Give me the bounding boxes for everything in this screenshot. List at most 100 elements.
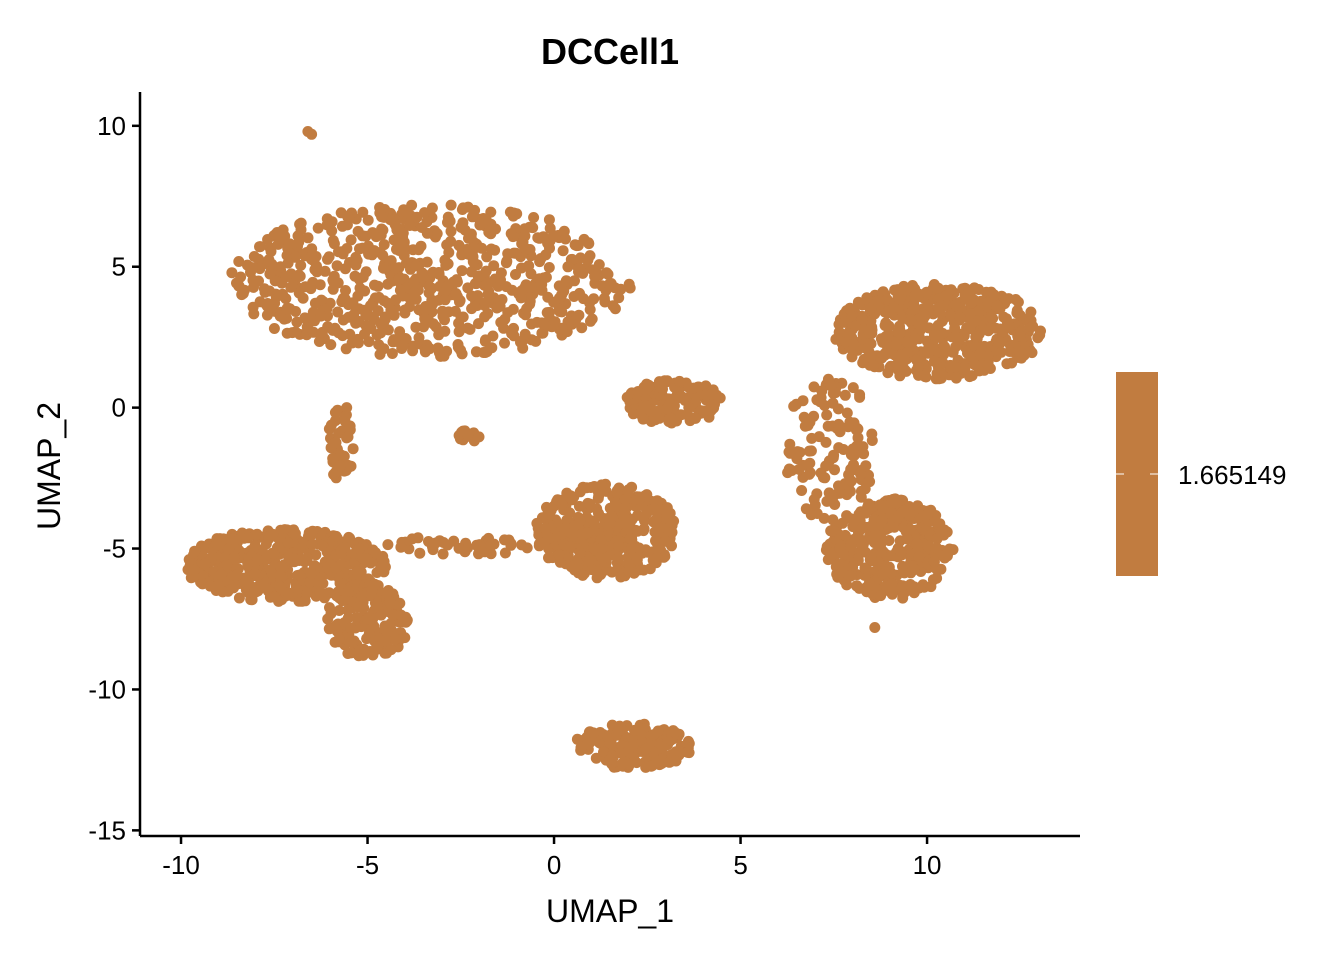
scatter-point: [852, 296, 864, 308]
scatter-point: [819, 472, 831, 484]
scatter-point: [430, 537, 442, 549]
scatter-point: [442, 280, 454, 292]
scatter-point: [586, 564, 598, 576]
scatter-point: [964, 371, 976, 383]
scatter-point: [382, 278, 394, 290]
scatter-point: [590, 752, 602, 764]
scatter-point: [910, 292, 922, 304]
scatter-point: [649, 526, 661, 538]
scatter-point: [822, 420, 834, 432]
scatter-point: [995, 336, 1007, 348]
scatter-point: [959, 290, 971, 302]
scatter-point: [811, 508, 823, 519]
scatter-point: [558, 285, 570, 297]
scatter-point: [325, 339, 337, 351]
scatter-point: [803, 468, 815, 480]
scatter-point: [453, 542, 465, 554]
scatter-point: [659, 375, 671, 387]
scatter-point: [923, 322, 934, 334]
scatter-point: [865, 303, 877, 315]
scatter-point: [439, 294, 451, 306]
scatter-point: [264, 285, 275, 297]
scatter-point: [485, 243, 497, 255]
scatter-point: [844, 303, 856, 315]
scatter-point: [385, 618, 397, 629]
scatter-point: [306, 128, 318, 140]
scatter-point: [418, 321, 429, 333]
scatter-point: [633, 493, 645, 505]
scatter-point: [582, 527, 593, 539]
scatter-point: [282, 257, 294, 269]
scatter-point: [306, 539, 318, 550]
scatter-point: [312, 222, 324, 234]
scatter-point: [620, 518, 632, 530]
scatter-point: [624, 533, 636, 545]
scatter-point: [982, 325, 994, 337]
scatter-point: [610, 500, 622, 512]
scatter-point: [642, 546, 654, 558]
scatter-point: [254, 241, 265, 253]
scatter-point: [632, 386, 644, 397]
scatter-point: [797, 395, 809, 407]
scatter-point: [506, 328, 518, 340]
scatter-point: [352, 225, 364, 237]
scatter-point: [682, 746, 694, 758]
scatter-point: [445, 199, 457, 211]
scatter-point: [323, 623, 335, 635]
scatter-point: [591, 572, 603, 584]
scatter-point: [263, 254, 275, 266]
scatter-point: [322, 587, 334, 599]
scatter-point: [387, 609, 399, 621]
scatter-point: [199, 558, 211, 570]
scatter-point: [531, 517, 543, 529]
scatter-point: [950, 372, 962, 384]
scatter-point: [284, 238, 296, 250]
scatter-point: [327, 235, 339, 246]
scatter-point: [531, 316, 543, 328]
scatter-point: [641, 507, 653, 519]
scatter-point: [264, 591, 276, 603]
scatter-point: [964, 308, 976, 320]
scatter-point: [276, 277, 288, 289]
scatter-point: [877, 502, 889, 514]
scatter-point: [574, 262, 585, 274]
scatter-point: [505, 228, 517, 240]
scatter-point: [485, 539, 497, 551]
scatter-point: [387, 336, 399, 348]
scatter-point: [377, 249, 389, 261]
scatter-point: [357, 552, 369, 564]
scatter-point: [564, 541, 576, 553]
scatter-point: [306, 243, 318, 255]
scatter-point: [304, 576, 316, 588]
scatter-point: [290, 326, 302, 338]
scatter-point: [356, 591, 368, 603]
scatter-point: [377, 558, 389, 570]
scatter-point: [189, 545, 201, 557]
scatter-point: [974, 348, 986, 359]
scatter-point: [456, 348, 468, 360]
scatter-point: [380, 587, 392, 599]
scatter-point: [560, 233, 571, 245]
scatter-point: [615, 571, 627, 583]
scatter-point: [398, 250, 410, 262]
scatter-point: [419, 207, 430, 219]
scatter-point: [350, 612, 362, 623]
scatter-point: [897, 506, 909, 518]
scatter-point: [236, 289, 248, 301]
scatter-point: [574, 287, 585, 299]
scatter-point: [299, 595, 311, 607]
scatter-point: [433, 347, 445, 359]
scatter-point: [365, 588, 377, 600]
scatter-point: [1000, 293, 1012, 305]
scatter-point: [516, 285, 528, 297]
scatter-point: [820, 436, 832, 448]
x-axis-title: UMAP_1: [546, 893, 674, 929]
scatter-point: [274, 570, 286, 582]
scatter-point: [584, 498, 596, 510]
scatter-point: [281, 327, 293, 339]
scatter-point: [901, 533, 913, 544]
scatter-point: [242, 532, 254, 544]
scatter-point: [421, 227, 433, 239]
scatter-point: [352, 337, 364, 349]
scatter-point: [283, 304, 295, 316]
